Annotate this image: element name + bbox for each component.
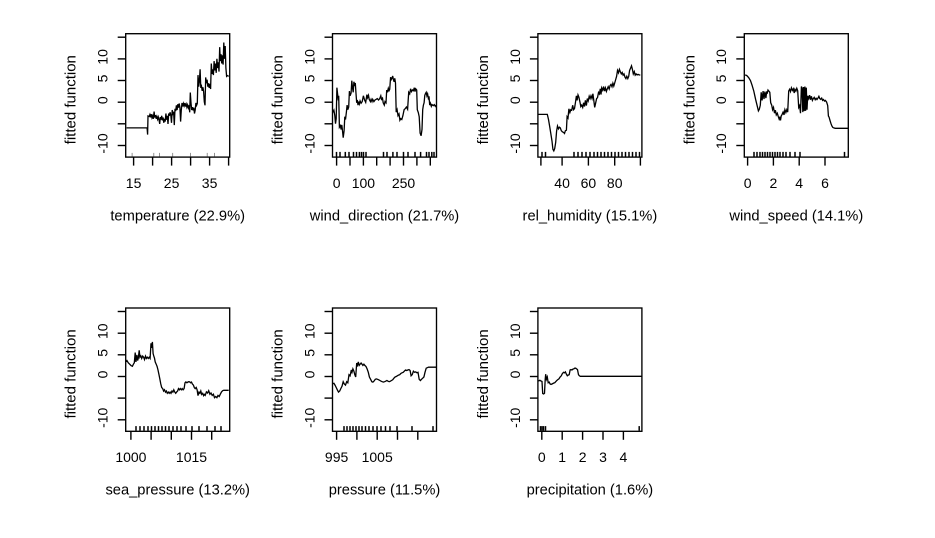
svg-text:5: 5 [507, 74, 523, 82]
svg-text:0: 0 [744, 175, 752, 191]
svg-text:250: 250 [392, 175, 416, 191]
svg-text:25: 25 [164, 175, 180, 191]
svg-text:5: 5 [95, 349, 111, 357]
svg-text:pressure (11.5%): pressure (11.5%) [329, 483, 441, 499]
svg-text:10: 10 [507, 49, 523, 65]
svg-text:80: 80 [607, 175, 623, 191]
svg-text:0: 0 [538, 449, 546, 465]
svg-text:4: 4 [620, 449, 628, 465]
svg-text:1: 1 [558, 449, 566, 465]
svg-text:0: 0 [301, 370, 317, 378]
svg-text:6: 6 [821, 175, 829, 191]
svg-text:40: 40 [554, 175, 570, 191]
svg-text:0: 0 [507, 370, 523, 378]
svg-text:fitted function: fitted function [475, 55, 492, 144]
svg-text:0: 0 [507, 96, 523, 104]
svg-text:10: 10 [95, 323, 111, 339]
svg-text:5: 5 [301, 74, 317, 82]
svg-text:fitted function: fitted function [270, 329, 287, 418]
svg-text:5: 5 [507, 349, 523, 357]
svg-text:fitted function: fitted function [63, 55, 80, 144]
svg-text:0: 0 [333, 175, 341, 191]
svg-text:wind_direction (21.7%): wind_direction (21.7%) [309, 209, 459, 225]
svg-text:-10: -10 [713, 133, 729, 153]
svg-text:1005: 1005 [362, 449, 393, 465]
svg-text:15: 15 [126, 175, 142, 191]
svg-text:0: 0 [95, 370, 111, 378]
svg-text:100: 100 [352, 175, 376, 191]
svg-text:wind_speed (14.1%): wind_speed (14.1%) [728, 209, 863, 225]
svg-text:995: 995 [325, 449, 349, 465]
svg-text:3: 3 [599, 449, 607, 465]
svg-text:temperature (22.9%): temperature (22.9%) [110, 209, 245, 225]
svg-text:fitted function: fitted function [270, 55, 287, 144]
svg-text:0: 0 [95, 96, 111, 104]
svg-text:fitted function: fitted function [475, 329, 492, 418]
svg-text:1000: 1000 [115, 449, 146, 465]
svg-text:5: 5 [301, 349, 317, 357]
svg-text:fitted function: fitted function [681, 55, 698, 144]
svg-text:-10: -10 [95, 133, 111, 153]
svg-text:2: 2 [770, 175, 778, 191]
svg-text:sea_pressure (13.2%): sea_pressure (13.2%) [105, 483, 250, 499]
svg-text:-10: -10 [95, 407, 111, 427]
svg-text:10: 10 [301, 49, 317, 65]
svg-text:fitted function: fitted function [63, 329, 80, 418]
svg-text:rel_humidity (15.1%): rel_humidity (15.1%) [523, 209, 658, 225]
svg-text:0: 0 [301, 96, 317, 104]
svg-text:5: 5 [713, 74, 729, 82]
svg-text:4: 4 [795, 175, 803, 191]
svg-text:-10: -10 [301, 133, 317, 153]
svg-text:5: 5 [95, 74, 111, 82]
svg-text:60: 60 [581, 175, 597, 191]
svg-text:10: 10 [95, 49, 111, 65]
svg-text:-10: -10 [507, 133, 523, 153]
svg-text:0: 0 [713, 96, 729, 104]
svg-text:2: 2 [579, 449, 587, 465]
svg-text:35: 35 [202, 175, 218, 191]
svg-text:10: 10 [301, 323, 317, 339]
svg-text:1015: 1015 [176, 449, 207, 465]
svg-text:-10: -10 [301, 407, 317, 427]
svg-text:10: 10 [713, 49, 729, 65]
svg-text:-10: -10 [507, 407, 523, 427]
svg-text:10: 10 [507, 323, 523, 339]
svg-text:precipitation (1.6%): precipitation (1.6%) [527, 483, 654, 499]
